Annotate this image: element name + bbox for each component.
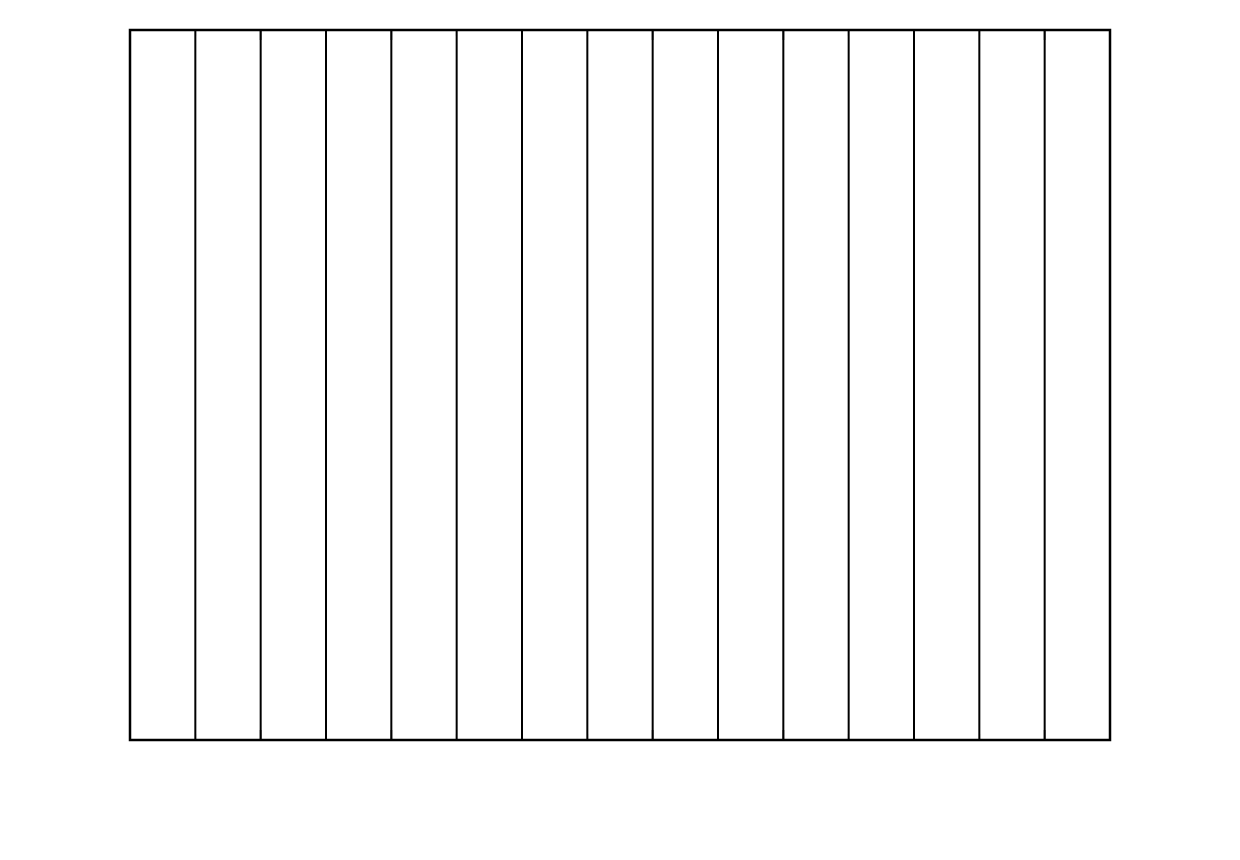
plot-border [130,30,1110,740]
dual-axis-chart [0,0,1240,860]
